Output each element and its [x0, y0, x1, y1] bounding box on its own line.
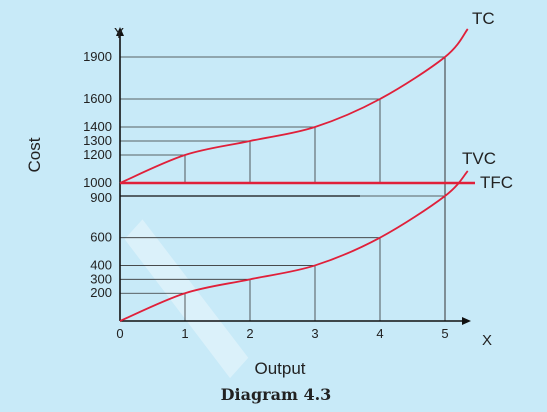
curve-labels: TC TVC TFC [462, 9, 513, 192]
y-tick-300: 300 [90, 271, 112, 286]
tvc-curve [119, 170, 469, 322]
y-tick-200: 200 [90, 285, 112, 300]
tc-curve [119, 28, 469, 184]
y-tick-900: 900 [90, 190, 112, 205]
y-tick-1900: 1900 [83, 49, 112, 64]
y-tick-1200: 1200 [83, 147, 112, 162]
x-axis-arrow [462, 317, 471, 325]
y-tick-1000: 1000 [83, 175, 112, 190]
y-tick-1600: 1600 [83, 91, 112, 106]
x-axis-label: Output [254, 359, 305, 378]
y-axis-label: Cost [25, 137, 44, 172]
y-axis-letter: Y [114, 25, 124, 42]
x-tick-5: 5 [441, 326, 448, 341]
x-axis-letter: X [482, 332, 492, 349]
x-tick-4: 4 [376, 326, 383, 341]
x-tick-1: 1 [181, 326, 188, 341]
x-tick-0: 0 [116, 326, 123, 341]
label-tvc: TVC [462, 149, 496, 168]
diagram-caption: Diagram 4.3 [221, 385, 332, 404]
label-tc: TC [472, 9, 495, 28]
y-tick-1400: 1400 [83, 119, 112, 134]
x-tick-2: 2 [246, 326, 253, 341]
axes [116, 27, 471, 325]
y-tick-600: 600 [90, 230, 112, 245]
guide-lines [120, 56, 446, 321]
y-axis-arrow [116, 27, 124, 36]
y-tick-1300: 1300 [83, 133, 112, 148]
x-tick-3: 3 [311, 326, 318, 341]
cost-curves [119, 28, 475, 322]
label-tfc: TFC [480, 173, 513, 192]
y-tick-400: 400 [90, 257, 112, 272]
